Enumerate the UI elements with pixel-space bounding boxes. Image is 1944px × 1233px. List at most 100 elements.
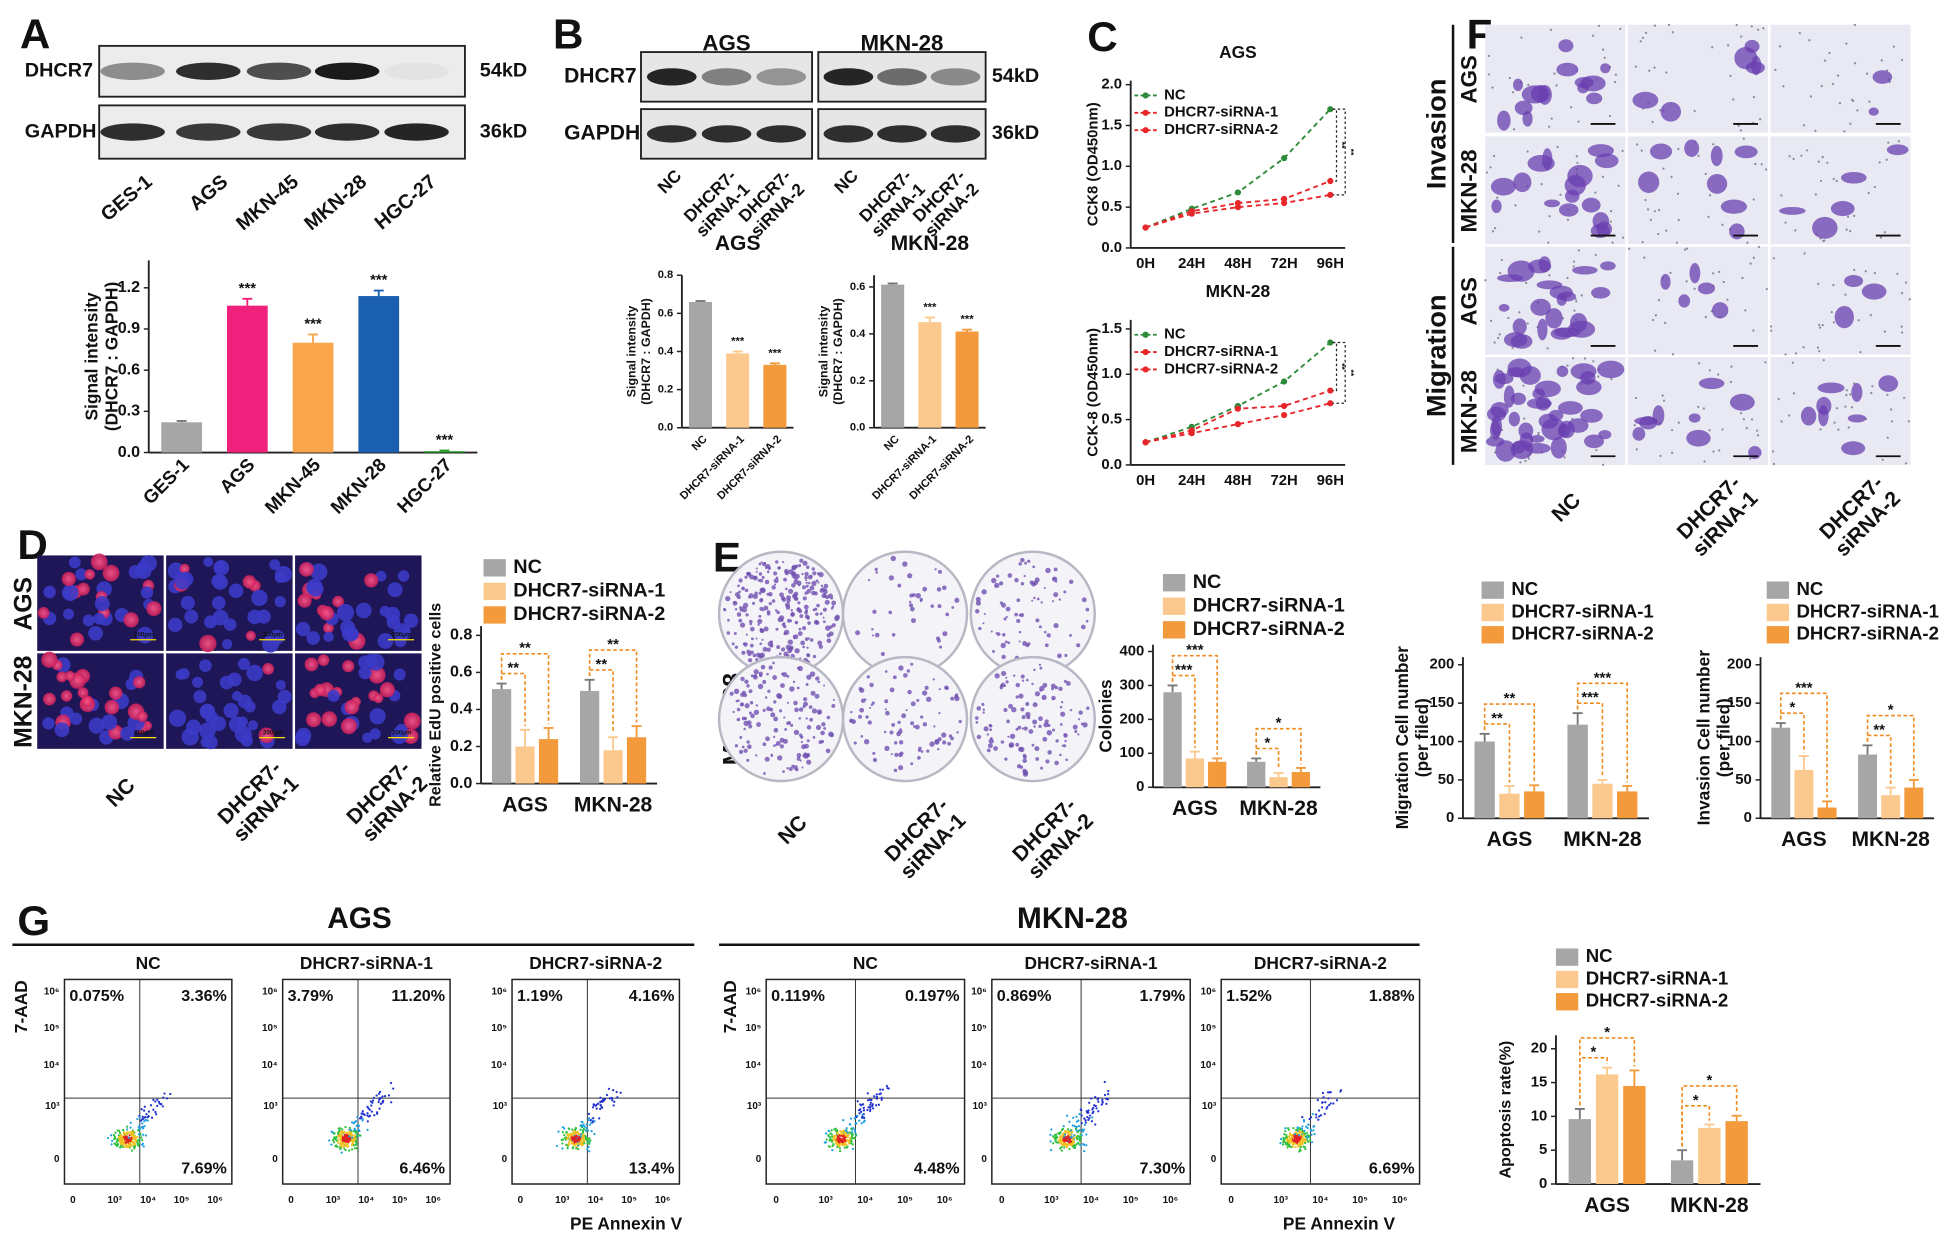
event-dot: [1049, 1133, 1052, 1136]
event-dot: [844, 1136, 847, 1139]
event-dot: [587, 1112, 591, 1116]
event-dot: [1292, 1127, 1295, 1130]
colony: [1043, 586, 1046, 589]
event-dot: [142, 1145, 145, 1148]
chart-title: AGS: [715, 232, 761, 255]
y-tick-label: 0.0: [850, 422, 866, 434]
event-dot: [849, 1123, 852, 1126]
pore: [1640, 149, 1643, 152]
event-dot: [584, 1129, 587, 1132]
event-dot: [358, 1129, 361, 1133]
quadrant-value: 1.79%: [1140, 987, 1186, 1005]
event-dot: [587, 1145, 590, 1149]
event-dot: [142, 1109, 146, 1112]
event-dot: [1055, 1141, 1058, 1144]
colony: [779, 709, 783, 713]
y-tick-label: 10⁶: [971, 986, 987, 997]
pore: [1845, 389, 1848, 392]
colony: [1038, 716, 1043, 722]
pore: [1614, 73, 1617, 76]
x-tick-label: 10³: [1274, 1195, 1289, 1206]
column-label: NC: [102, 774, 140, 812]
significance-label: **: [1873, 722, 1885, 738]
event-dot: [1103, 1080, 1106, 1084]
event-dot: [154, 1110, 157, 1114]
event-dot: [348, 1138, 351, 1141]
colony: [884, 745, 890, 752]
event-dot: [336, 1134, 340, 1138]
cell: [1706, 173, 1728, 194]
colony: [1020, 581, 1025, 586]
colony: [990, 630, 993, 633]
event-dot: [132, 1130, 135, 1133]
colony: [1014, 612, 1018, 617]
nucleus: [332, 595, 344, 608]
pore: [1853, 214, 1856, 218]
event-dot: [585, 1126, 588, 1130]
event-dot: [333, 1132, 336, 1135]
plot-frame: [991, 978, 1191, 1185]
pore: [1597, 375, 1600, 378]
event-dot: [355, 1143, 358, 1146]
bar: [1592, 783, 1613, 819]
event-dot: [1079, 1139, 1082, 1143]
event-dot: [129, 1133, 133, 1136]
pore: [1823, 59, 1827, 62]
x-tick-label: 10³: [555, 1195, 570, 1206]
x-tick-label: 10⁴: [857, 1195, 873, 1206]
y-tick-label: 200: [1429, 657, 1454, 673]
nucleus: [64, 670, 75, 681]
event-dot: [116, 1138, 119, 1141]
x-tick-label: 0: [70, 1195, 76, 1206]
colony: [1074, 729, 1078, 734]
event-dot: [349, 1128, 352, 1132]
colony: [1082, 722, 1088, 728]
bar: [1499, 793, 1520, 819]
colony: [733, 632, 737, 636]
lane-label: GES-1: [97, 171, 157, 226]
event-dot: [1066, 1128, 1070, 1131]
event-dot: [339, 1139, 343, 1142]
event-dot: [1322, 1096, 1325, 1099]
event-dot: [1103, 1093, 1107, 1097]
event-dot: [113, 1137, 117, 1140]
event-dot: [1071, 1124, 1074, 1127]
pore: [1803, 252, 1806, 255]
colony: [1018, 640, 1021, 643]
colony: [773, 716, 779, 722]
event-dot: [568, 1133, 571, 1136]
pore: [1576, 161, 1579, 164]
event-dot: [588, 1142, 591, 1145]
y-tick-label: 400: [1120, 643, 1145, 659]
y-tick-label: 10⁶: [44, 986, 60, 997]
colony: [1015, 742, 1020, 747]
pore: [1835, 179, 1838, 183]
colony: [798, 733, 803, 737]
colony: [1059, 753, 1062, 757]
nucleus: [140, 586, 154, 599]
pore: [1566, 276, 1569, 280]
colony: [815, 676, 820, 681]
plot-frame: [63, 978, 233, 1185]
colony: [1054, 685, 1059, 690]
nucleus: [308, 581, 324, 597]
pore: [1844, 293, 1847, 296]
event-dot: [129, 1126, 132, 1129]
blot-band: [246, 123, 312, 141]
nucleus: [199, 659, 212, 672]
pore: [1602, 463, 1605, 466]
significance-bracket: [1779, 692, 1828, 798]
colony: [850, 710, 853, 714]
event-dot: [1066, 1136, 1070, 1139]
lane-label: NC: [653, 165, 685, 197]
pore: [1732, 98, 1735, 101]
colony: [808, 705, 813, 709]
pore: [1818, 326, 1822, 329]
cell: [1729, 393, 1755, 411]
colony: [908, 600, 912, 604]
nucleus: [377, 633, 394, 649]
colony: [734, 608, 738, 611]
colony: [938, 688, 941, 691]
event-dot: [339, 1143, 343, 1146]
cell: [1710, 145, 1723, 167]
